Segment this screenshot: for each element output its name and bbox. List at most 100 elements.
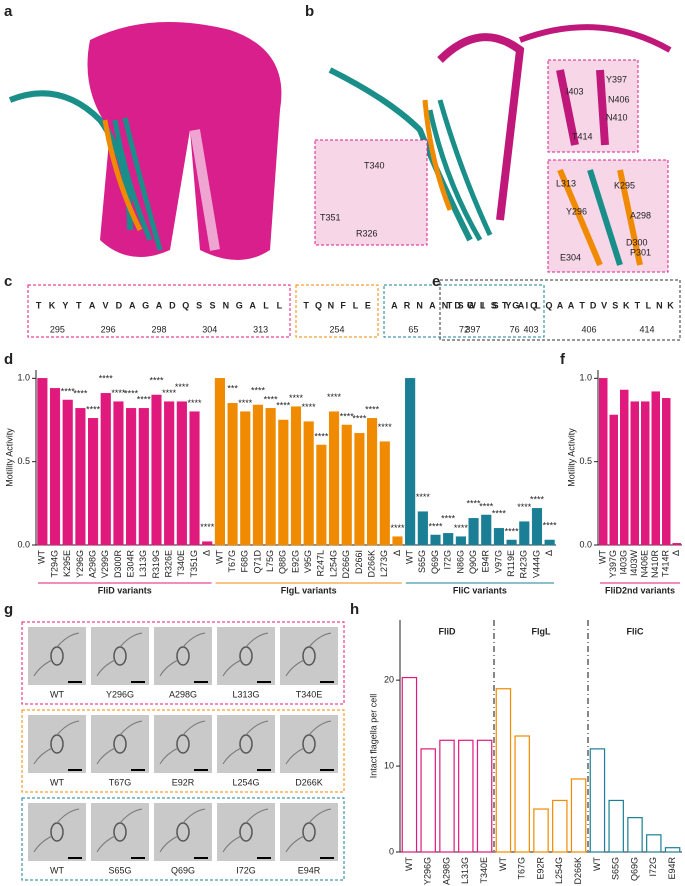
significance: ****: [175, 382, 190, 392]
x-tick-label: N410R: [650, 550, 660, 579]
flagellum: [159, 720, 206, 765]
micrograph-label: A298G: [169, 689, 197, 699]
bar: [401, 676, 418, 853]
bar: [609, 414, 618, 546]
logo-position: 414: [639, 324, 654, 334]
logo-letter: A: [568, 300, 575, 310]
x-tick-label: WT: [37, 550, 47, 564]
flagellum: [285, 720, 332, 765]
bar: [641, 401, 650, 546]
flagellum: [33, 720, 80, 765]
x-tick-label: E92R: [535, 857, 545, 880]
residue-label: D300: [626, 237, 648, 247]
x-tick-label: L313G: [460, 857, 470, 884]
y-tick-label: 20: [384, 675, 394, 685]
x-tick-label: E94R: [481, 550, 491, 573]
significance: ****: [137, 395, 152, 405]
residue-label: K295: [614, 180, 635, 190]
significance: ****: [251, 385, 266, 395]
logo-position: 298: [151, 324, 166, 334]
micrograph-label: L254G: [232, 777, 259, 787]
significance: ****: [378, 422, 393, 432]
x-tick-label: V97G: [493, 550, 503, 573]
x-tick-label: R319G: [151, 550, 161, 579]
x-tick-label: V299G: [100, 550, 110, 578]
x-tick-label: T67G: [227, 550, 237, 573]
logo-letter: G: [142, 300, 149, 310]
bar: [278, 419, 289, 546]
logo-letter: T: [36, 300, 42, 310]
bar: [252, 404, 264, 546]
y-axis-label: Intact flagella per cell: [368, 694, 378, 779]
significance: ****: [238, 398, 253, 408]
logo-letter: L: [646, 300, 652, 310]
bar: [88, 418, 99, 546]
micrograph: [217, 715, 275, 773]
significance: ****: [441, 514, 456, 524]
bar: [552, 799, 568, 853]
bar: [620, 389, 629, 546]
significance: ****: [99, 374, 114, 384]
logo-letter: N: [223, 300, 230, 310]
bar: [202, 541, 213, 546]
logo-letter: V: [103, 300, 109, 310]
micrograph: [91, 803, 149, 861]
panel-label: d: [4, 351, 13, 368]
x-tick-label: Δ: [392, 550, 402, 556]
residue-label: T351: [320, 212, 341, 222]
significance: ****: [149, 375, 164, 385]
significance: ****: [327, 392, 342, 402]
x-tick-label: D266K: [573, 857, 583, 885]
logo-position: 254: [329, 324, 344, 334]
significance: ****: [61, 386, 76, 396]
residue-label: T414: [572, 131, 593, 141]
y-tick-label: 0.5: [17, 456, 30, 466]
x-tick-label: T414R: [661, 550, 671, 578]
logo-position: 72: [459, 324, 469, 334]
residue-label: Y397: [606, 74, 627, 84]
group-label: FlgL variants: [281, 585, 337, 595]
logo-letter: D: [590, 300, 597, 310]
x-tick-label: L75G: [265, 550, 275, 572]
logo-letter: A: [129, 300, 136, 310]
logo-letter: Y: [505, 300, 511, 310]
bar: [392, 536, 403, 546]
bar: [651, 391, 660, 546]
logo-position: 65: [408, 324, 418, 334]
logo-letter: A: [557, 300, 564, 310]
logo-letter: T: [502, 300, 508, 310]
group-label: FlgL: [532, 626, 551, 636]
significance: ****: [200, 522, 215, 532]
micrograph: [217, 803, 275, 861]
logo-letter: K: [667, 300, 674, 310]
structure-b: [314, 24, 672, 273]
bar: [164, 401, 175, 546]
logo-letter: N: [656, 300, 663, 310]
x-tick-label: D300R: [113, 550, 123, 579]
flagellum: [285, 808, 332, 853]
logo-letter: L: [277, 300, 283, 310]
logo-letter: K: [49, 300, 56, 310]
logo-frame: [383, 284, 545, 338]
x-tick-label: V95G: [303, 550, 313, 573]
bar: [113, 401, 124, 546]
micrograph-label: WT: [50, 689, 64, 699]
logo-letter: R: [404, 300, 411, 310]
x-tick-label: I403W: [629, 549, 639, 576]
logo-letter: A: [518, 300, 525, 310]
x-tick-label: D266K: [366, 550, 376, 578]
y-tick-label: 0.0: [579, 539, 592, 549]
flagellum: [33, 632, 80, 677]
x-tick-label: A298G: [441, 857, 451, 885]
x-tick-label: Δ: [202, 550, 212, 556]
bar: [519, 521, 530, 546]
significance: ****: [517, 502, 532, 512]
row-frame: [21, 709, 345, 793]
logo-letter: T: [303, 300, 309, 310]
bar: [100, 393, 111, 546]
flagellum: [159, 808, 206, 853]
flagellum: [222, 720, 269, 765]
x-tick-label: Q69G: [629, 857, 639, 881]
logo-letter: V: [601, 300, 607, 310]
significance: ****: [543, 520, 558, 530]
